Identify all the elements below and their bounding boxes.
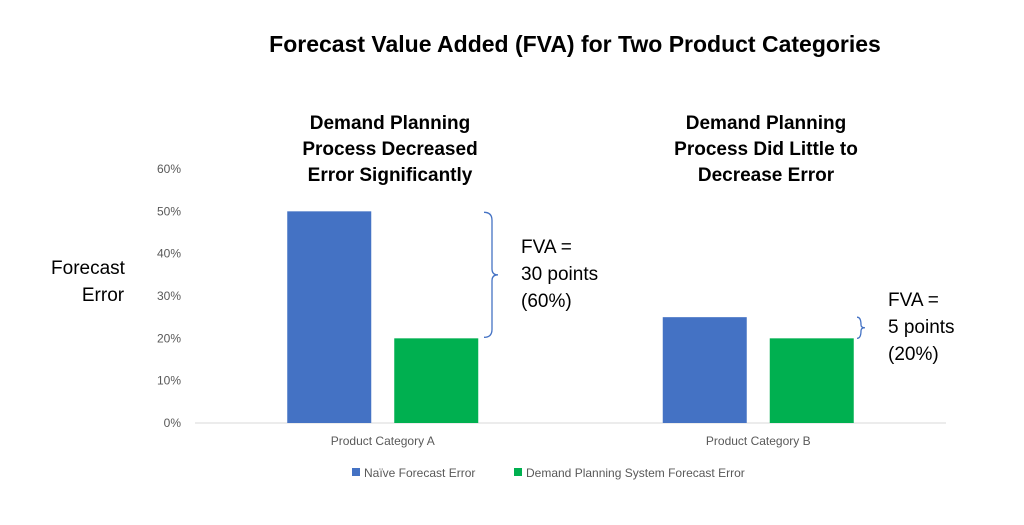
bar-series1-cat2 xyxy=(662,317,747,423)
chart-title: Forecast Value Added (FVA) for Two Produ… xyxy=(269,31,881,57)
cat-b-fva-line2: 5 points xyxy=(888,317,955,338)
legend-label-system: Demand Planning System Forecast Error xyxy=(526,466,745,480)
y-tick-label: 60% xyxy=(157,162,181,176)
cat-b-fva-line1: FVA = xyxy=(888,290,939,311)
bar-series2-cat1 xyxy=(394,338,479,423)
y-axis-label-line2: Error xyxy=(82,285,125,306)
y-tick-label: 10% xyxy=(157,374,181,388)
cat-b-fva-line3: (20%) xyxy=(888,344,939,365)
y-tick-label: 40% xyxy=(157,247,181,261)
cat-a-fva-line1: FVA = xyxy=(521,237,572,258)
y-axis-label-line1: Forecast xyxy=(51,258,126,279)
fva-brace-a xyxy=(483,211,499,338)
legend-swatch-naive xyxy=(352,468,360,476)
y-tick-label: 20% xyxy=(157,331,181,345)
cat-a-fva-line3: (60%) xyxy=(521,291,572,312)
legend-label-naive: Naïve Forecast Error xyxy=(364,466,475,480)
x-category-label: Product Category A xyxy=(331,434,435,448)
x-category-label: Product Category B xyxy=(706,434,811,448)
cat-b-heading-line3: Decrease Error xyxy=(698,165,835,186)
cat-a-heading-line1: Demand Planning xyxy=(310,113,470,134)
y-tick-label: 0% xyxy=(164,416,182,430)
cat-a-fva-line2: 30 points xyxy=(521,264,598,285)
legend-swatch-system xyxy=(514,468,522,476)
cat-a-heading-line2: Process Decreased xyxy=(302,139,477,160)
bar-series1-cat1 xyxy=(287,211,372,423)
y-tick-label: 30% xyxy=(157,289,181,303)
cat-b-heading-line1: Demand Planning xyxy=(686,113,846,134)
cat-b-heading-line2: Process Did Little to xyxy=(674,139,858,160)
cat-a-heading-line3: Error Significantly xyxy=(308,165,473,186)
y-tick-label: 50% xyxy=(157,204,181,218)
bar-series2-cat2 xyxy=(769,338,854,423)
fva-brace-b xyxy=(856,316,866,339)
